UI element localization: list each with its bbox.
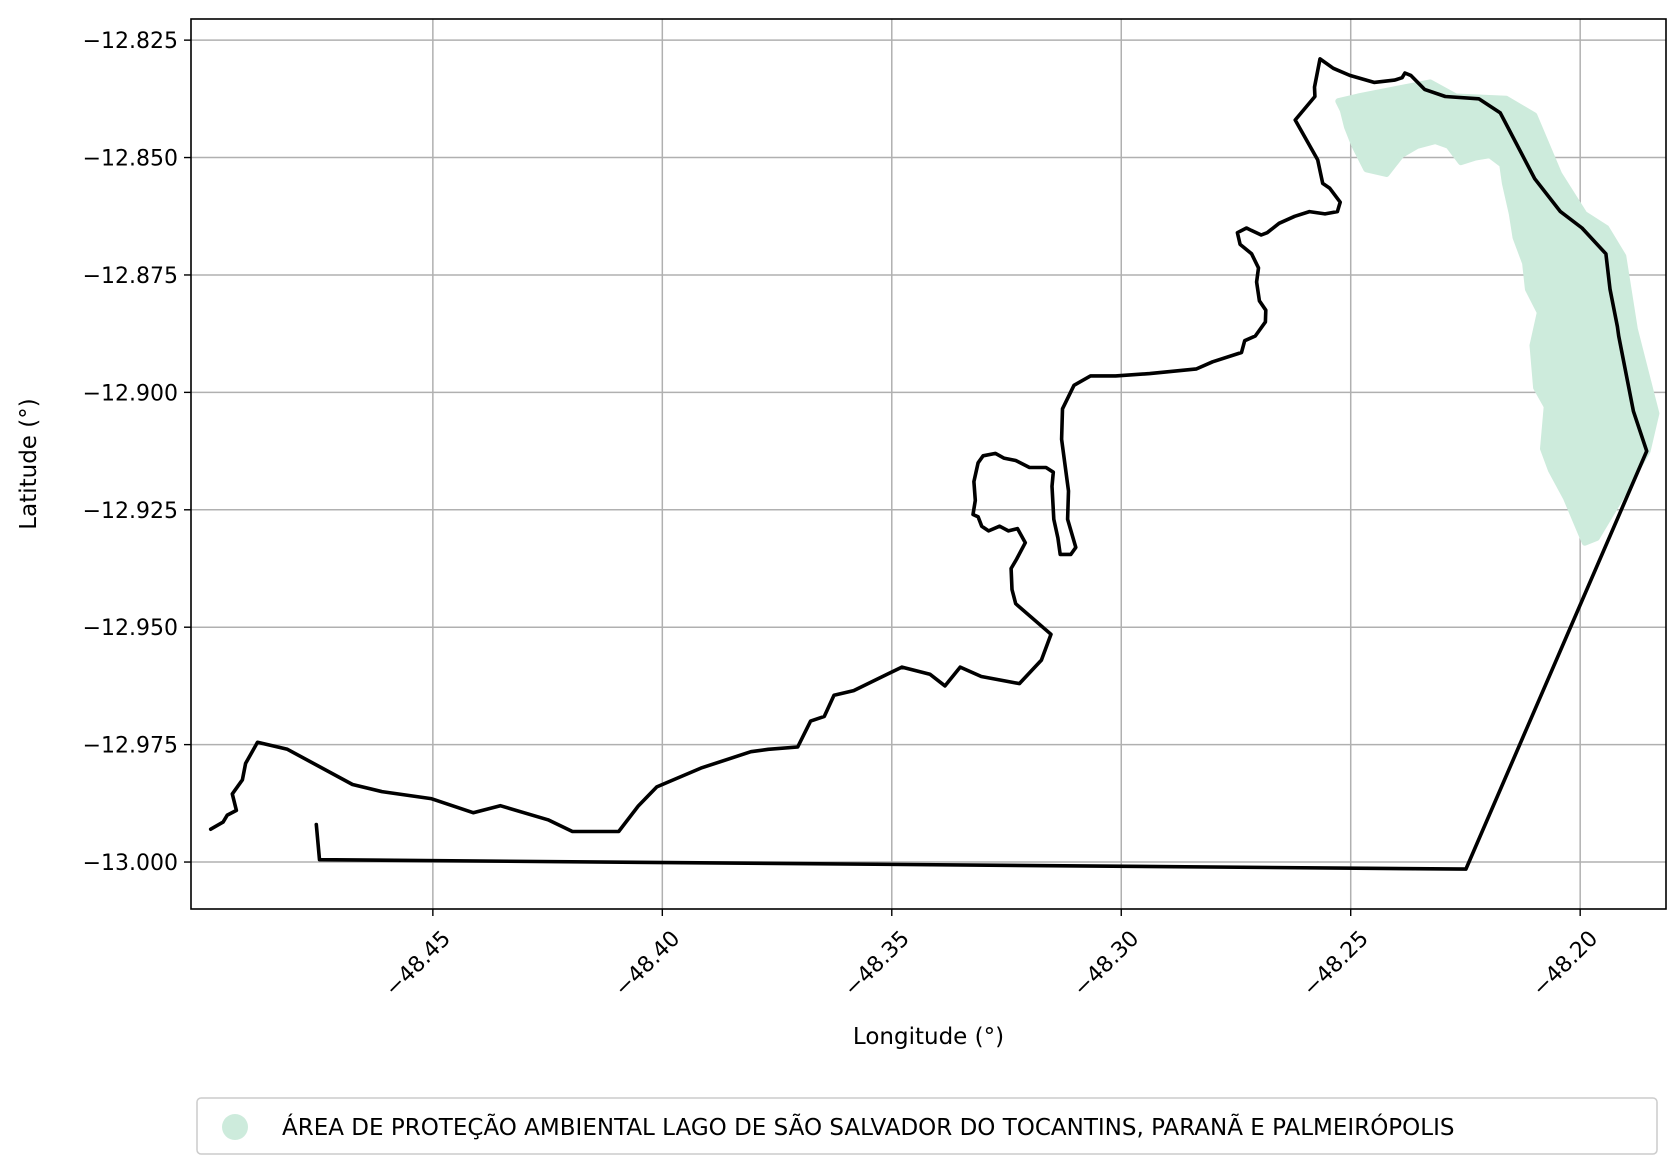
protected-area-polygon (1335, 79, 1660, 546)
municipality-boundary-line (208, 57, 1649, 871)
x-tick-label-1: −48.40 (610, 926, 685, 1001)
x-tick-label-5: −48.20 (1528, 926, 1603, 1001)
x-tick-label-4: −48.25 (1298, 926, 1373, 1001)
x-tick-label-2: −48.35 (840, 926, 915, 1001)
x-tick-label-0: −48.45 (381, 926, 456, 1001)
grid-lines (191, 19, 1666, 909)
boundary-layer (208, 57, 1649, 871)
protected-area-layer (1335, 79, 1660, 546)
y-tick-label-7: −13.000 (83, 851, 178, 876)
x-tick-label-3: −48.30 (1069, 926, 1144, 1001)
y-tick-label-3: −12.900 (83, 381, 178, 406)
x-axis-label: Longitude (°) (853, 1024, 1004, 1050)
y-tick-label-0: −12.825 (83, 29, 178, 54)
y-tick-label-6: −12.975 (83, 734, 178, 759)
legend-box (196, 1097, 1658, 1155)
legend-marker (222, 1114, 248, 1140)
y-tick-label-4: −12.925 (83, 499, 178, 524)
y-tick-label-5: −12.950 (83, 616, 178, 641)
y-axis-label: Latitude (°) (16, 398, 42, 529)
y-axis-ticks: −12.825 −12.850 −12.875 −12.900 −12.925 −12.9… (83, 29, 191, 876)
plot-frame (190, 18, 1667, 910)
y-tick-label-1: −12.850 (83, 147, 178, 172)
x-axis-ticks: −48.45 −48.40 −48.35 −48.30 −48.25 −48.20 (381, 909, 1603, 1002)
legend: ÁREA DE PROTEÇÃO AMBIENTAL LAGO DE SÃO S… (196, 1097, 1658, 1155)
y-tick-label-2: −12.875 (83, 264, 178, 289)
legend-label: ÁREA DE PROTEÇÃO AMBIENTAL LAGO DE SÃO S… (282, 1113, 1454, 1141)
